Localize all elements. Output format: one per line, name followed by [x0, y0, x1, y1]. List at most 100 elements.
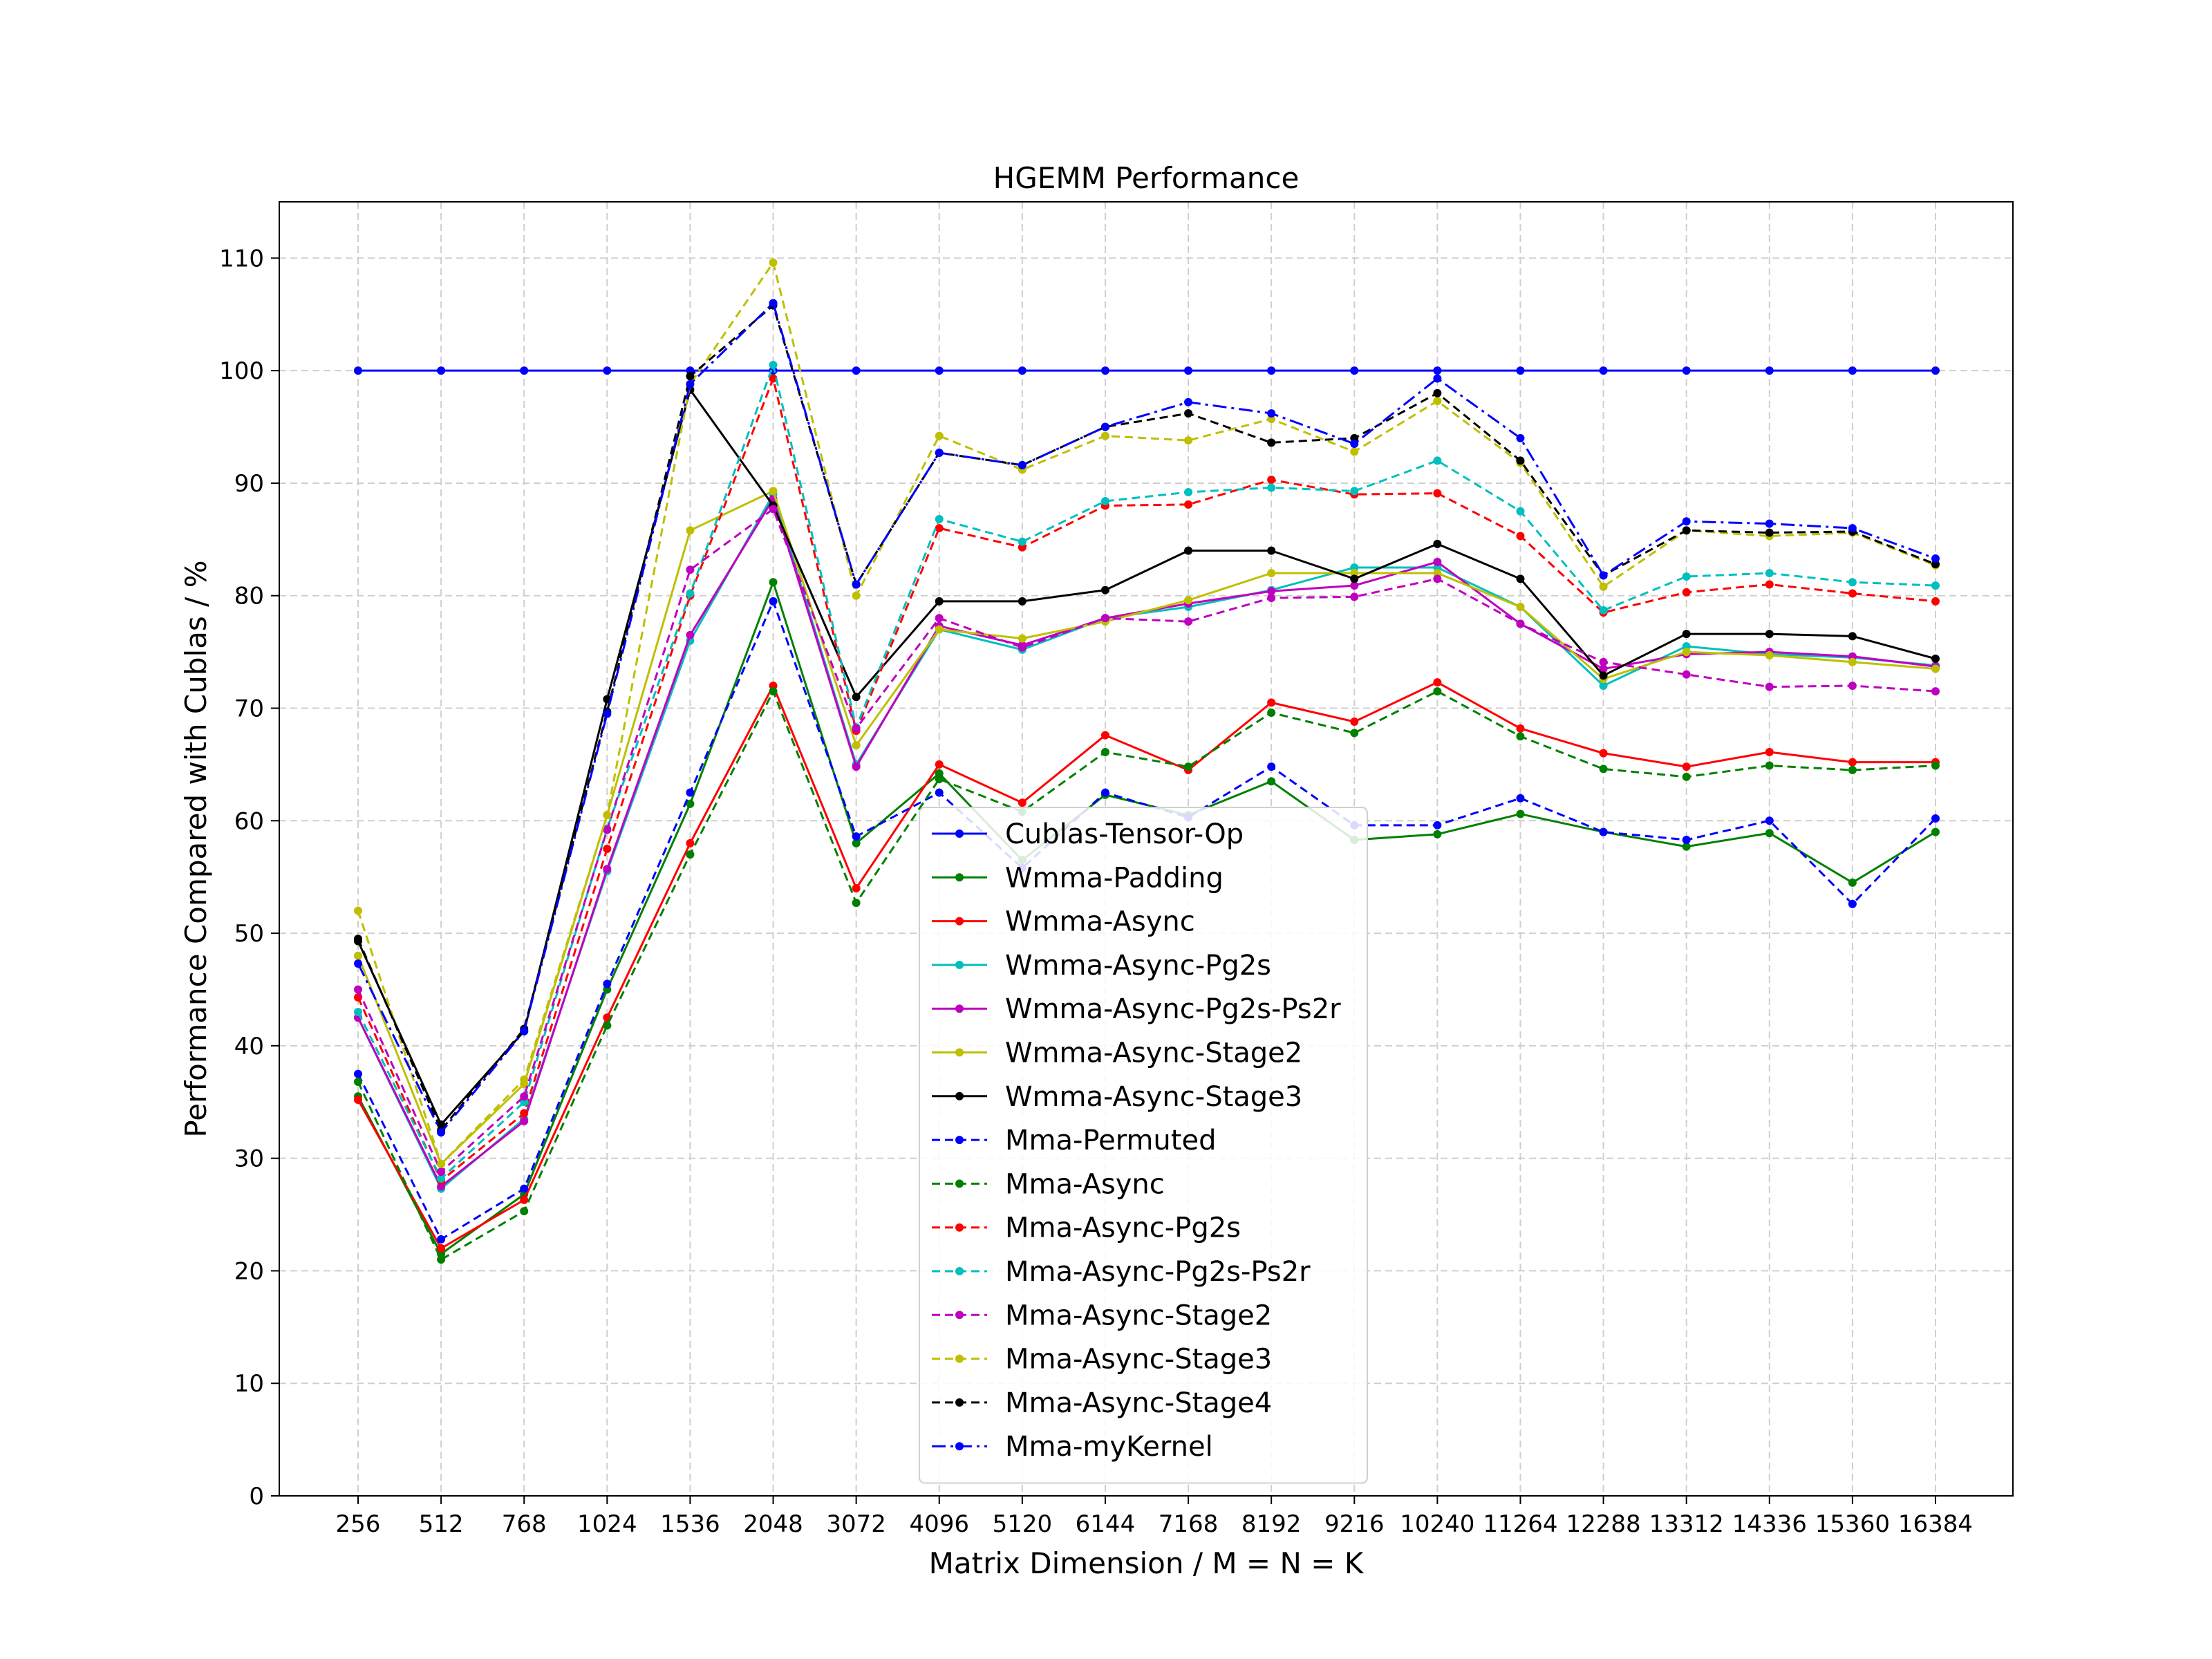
data-point [1433, 366, 1442, 375]
y-tick-label: 70 [234, 695, 264, 723]
data-point [769, 597, 778, 606]
y-tick-label: 0 [249, 1483, 264, 1510]
data-point [1350, 592, 1359, 601]
data-point [1350, 366, 1359, 375]
data-point [1682, 670, 1691, 679]
legend-label: Mma-Async-Stage3 [1005, 1344, 1272, 1376]
data-point [769, 258, 778, 267]
data-point [852, 591, 861, 600]
data-point [1931, 664, 1940, 673]
data-point [1018, 597, 1027, 606]
data-point [1350, 581, 1359, 590]
data-point [520, 366, 529, 375]
data-point [520, 1116, 529, 1125]
y-tick-label: 30 [234, 1145, 264, 1173]
data-point [1433, 489, 1442, 498]
data-point [603, 366, 612, 375]
data-point [852, 580, 861, 589]
x-tick-label: 1024 [577, 1510, 637, 1538]
data-point [520, 1109, 529, 1118]
data-point [1100, 585, 1109, 594]
legend-marker [955, 1091, 964, 1100]
data-point [852, 762, 861, 771]
legend-label: Mma-Async-Stage4 [1005, 1387, 1272, 1419]
data-point [935, 515, 944, 524]
data-point [1267, 409, 1276, 418]
data-point [1433, 374, 1442, 383]
legend-marker [955, 1267, 964, 1275]
series-line [357, 304, 1936, 1132]
data-point [603, 811, 612, 820]
y-tick-label: 100 [219, 357, 264, 385]
data-point [769, 487, 778, 496]
series-line [357, 681, 1936, 1250]
y-tick-label: 20 [234, 1257, 264, 1285]
data-point [1184, 409, 1193, 418]
data-point [1267, 546, 1276, 555]
data-point [520, 1195, 529, 1204]
data-point [1100, 614, 1109, 623]
data-point [603, 980, 612, 988]
data-point [520, 1207, 529, 1216]
data-point [852, 883, 861, 892]
plot-area-frame [279, 201, 2014, 1497]
data-point [1931, 366, 1940, 375]
data-point [935, 775, 944, 784]
data-point [1765, 519, 1774, 528]
legend-box [919, 807, 1368, 1484]
x-axis-title: Matrix Dimension / M = N = K [929, 1546, 1365, 1580]
legend-label: Mma-Async-Pg2s [1005, 1212, 1241, 1244]
data-point [437, 1244, 446, 1253]
data-point [1765, 651, 1774, 660]
legend-marker [955, 960, 964, 969]
y-tick-label: 10 [234, 1370, 264, 1398]
data-point [1100, 748, 1109, 757]
data-point [1516, 809, 1525, 818]
data-point [1433, 574, 1442, 583]
data-point [1267, 698, 1276, 707]
data-point [603, 1021, 612, 1030]
x-tick-label: 14336 [1732, 1510, 1807, 1538]
data-point [1184, 397, 1193, 406]
data-point [354, 906, 362, 915]
data-point [1433, 539, 1442, 548]
legend-label: Wmma-Async [1005, 906, 1195, 938]
data-point [354, 366, 362, 375]
data-point [354, 959, 362, 968]
data-point [437, 1235, 446, 1244]
data-point [686, 372, 695, 381]
data-point [1433, 830, 1442, 838]
data-point [1599, 681, 1608, 690]
data-point [769, 687, 778, 696]
data-point [1350, 574, 1359, 583]
legend-marker [955, 1442, 964, 1451]
x-tick-label: 6144 [1076, 1510, 1136, 1538]
legend-label: Mma-Async-Stage2 [1005, 1300, 1272, 1331]
x-tick-label: 16384 [1898, 1510, 1973, 1538]
legend-label: Wmma-Padding [1005, 862, 1224, 894]
data-point [1599, 749, 1608, 758]
data-point [354, 951, 362, 960]
data-point [1848, 632, 1857, 641]
data-point [1931, 827, 1940, 836]
data-point [1682, 772, 1691, 781]
data-point [935, 760, 944, 769]
data-point [1848, 899, 1857, 908]
data-point [1848, 758, 1857, 767]
data-point [1018, 366, 1027, 375]
series-mma-async [354, 687, 1940, 1264]
data-point [354, 985, 362, 994]
legend-label: Mma-Async [1005, 1168, 1165, 1200]
data-point [520, 1092, 529, 1101]
data-point [1350, 729, 1359, 738]
y-axis-title: Performance Compared with Cublas / % [179, 560, 213, 1137]
data-point [354, 1096, 362, 1105]
legend-marker [955, 1048, 964, 1057]
legend-label: Wmma-Async-Pg2s-Ps2r [1005, 993, 1341, 1025]
data-point [520, 1075, 529, 1084]
data-point [1267, 593, 1276, 602]
data-point [1931, 687, 1940, 696]
data-point [1599, 582, 1608, 591]
data-point [1682, 630, 1691, 639]
